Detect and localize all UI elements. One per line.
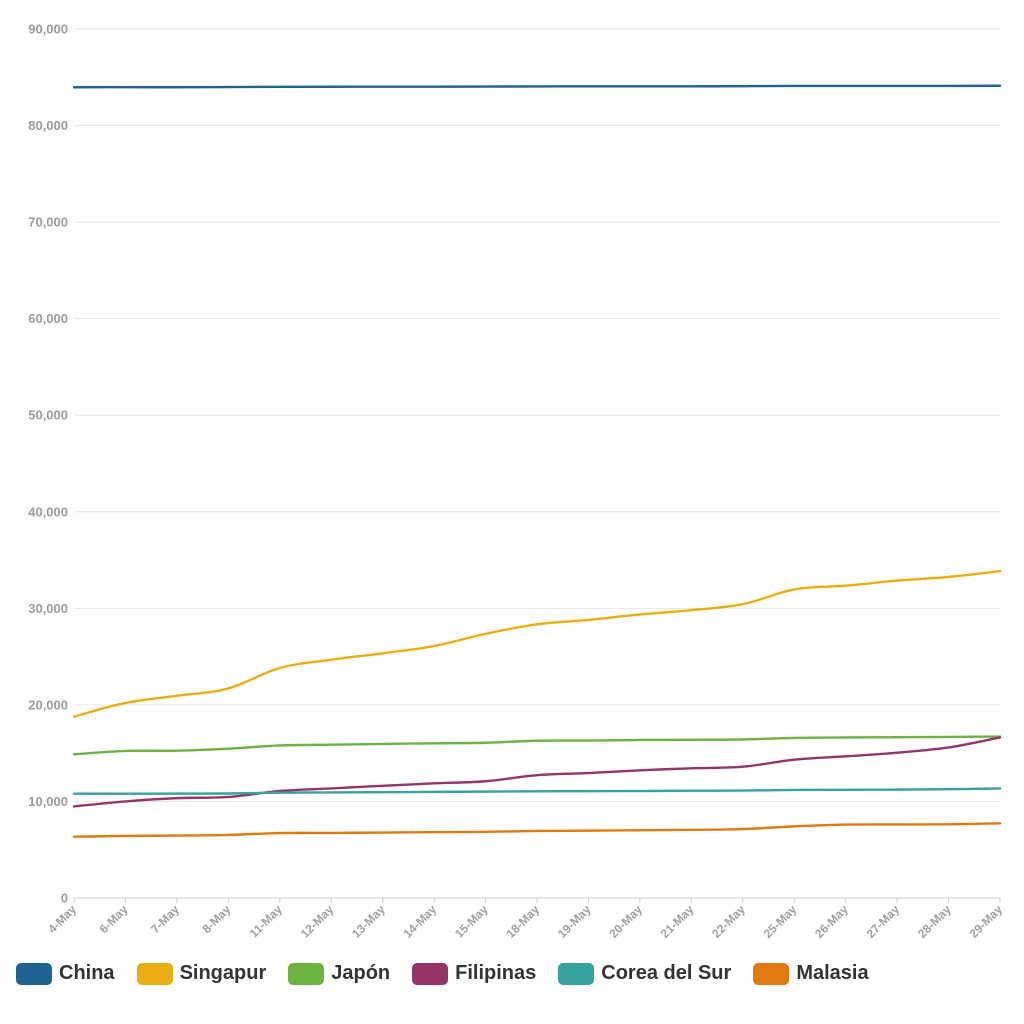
- x-tick-label: 13-May: [349, 902, 388, 941]
- y-tick-label: 40,000: [28, 504, 68, 519]
- y-tick-label: 70,000: [28, 215, 68, 230]
- x-tick-label: 27-May: [864, 902, 903, 941]
- legend-label-japon: Japón: [331, 962, 391, 984]
- y-tick-label: 20,000: [28, 697, 68, 712]
- x-tick-label: 28-May: [915, 902, 954, 941]
- series-line-jap-n[interactable]: [72, 735, 1002, 756]
- legend-swatch-filipinas: [412, 962, 449, 985]
- legend-label-filipinas: Filipinas: [455, 962, 537, 984]
- legend-item-corea-del-sur[interactable]: Corea del Sur: [558, 962, 731, 985]
- legend-swatch-malasia: [753, 962, 790, 985]
- x-tick-label: 12-May: [298, 902, 337, 941]
- series-line-malasia[interactable]: [72, 822, 1002, 838]
- y-tick-label: 10,000: [28, 794, 68, 809]
- x-tick-label: 11-May: [247, 902, 285, 940]
- x-tick-label: 18-May: [503, 902, 542, 941]
- x-tick-label: 6-May: [97, 902, 131, 936]
- x-tick-label: 8-May: [200, 902, 234, 936]
- legend-label-singapur: Singapur: [179, 962, 267, 984]
- x-tick-label: 26-May: [812, 902, 851, 941]
- series-line-corea-del-sur[interactable]: [72, 787, 1002, 795]
- series-line-singapur[interactable]: [72, 569, 1002, 718]
- y-axis-ticks: 0 10,000 20,000 30,000 40,000 50,000 60,000 70,…: [28, 22, 68, 906]
- x-tick-label: 14-May: [401, 902, 440, 941]
- legend-label-malasia: Malasia: [796, 962, 869, 984]
- x-tick-label: 15-May: [452, 902, 491, 941]
- gridlines: [74, 28, 1000, 899]
- y-tick-label: 30,000: [28, 601, 68, 616]
- chart-plot-area: 0 10,000 20,000 30,000 40,000 50,000 60,000 70,…: [28, 22, 1005, 941]
- legend-swatch-china: [16, 962, 52, 985]
- legend-item-china[interactable]: China: [16, 962, 115, 985]
- series-lines: [72, 84, 1002, 838]
- legend-label-china: China: [59, 962, 115, 984]
- x-tick-label: 19-May: [555, 902, 594, 941]
- series-line-china[interactable]: [72, 84, 1002, 89]
- legend-label-corea-del-sur: Corea del Sur: [601, 962, 732, 984]
- x-axis-ticks: 4-May 6-May 7-May 8-May 11-May 12-May 13-May 14…: [45, 898, 1005, 941]
- y-tick-label: 80,000: [28, 118, 68, 133]
- series-line-filipinas[interactable]: [72, 736, 1002, 808]
- x-tick-label: 4-May: [45, 902, 79, 936]
- legend: China Singapur Japón Filipinas Corea del…: [16, 962, 891, 985]
- y-tick-label: 50,000: [28, 408, 68, 423]
- x-tick-label: 29-May: [966, 902, 1005, 941]
- x-tick-label: 7-May: [148, 902, 182, 936]
- x-tick-label: 25-May: [761, 902, 800, 941]
- legend-item-singapur[interactable]: Singapur: [136, 962, 267, 985]
- x-tick-label: 20-May: [606, 902, 645, 941]
- x-tick-label: 21-May: [658, 902, 697, 941]
- legend-swatch-singapur: [136, 962, 173, 985]
- legend-item-filipinas[interactable]: Filipinas: [412, 962, 536, 985]
- legend-item-japon[interactable]: Japón: [288, 962, 390, 985]
- y-tick-label: 60,000: [28, 311, 68, 326]
- legend-item-malasia[interactable]: Malasia: [753, 962, 869, 985]
- y-tick-label: 90,000: [28, 22, 68, 37]
- legend-swatch-corea-del-sur: [558, 962, 595, 985]
- y-tick-label: 0: [61, 891, 68, 906]
- legend-swatch-japon: [288, 962, 325, 985]
- x-tick-label: 22-May: [709, 902, 748, 941]
